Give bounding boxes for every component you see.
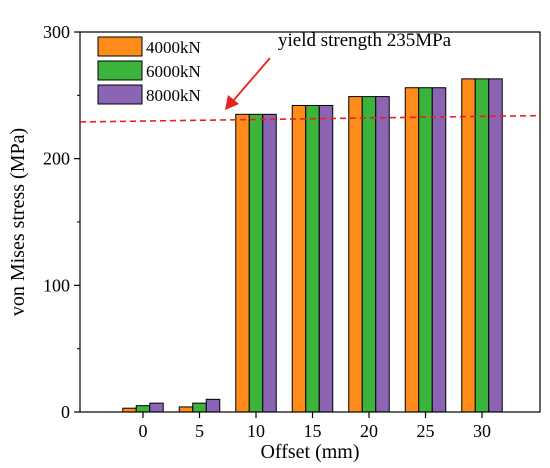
- bar-6000kN-20: [361, 96, 377, 413]
- bars-group: [122, 78, 503, 413]
- x-axis-label: Offset (mm): [260, 441, 359, 463]
- legend-label-6000kN: 6000kN: [146, 62, 201, 81]
- x-tick-label-30: 30: [473, 421, 491, 441]
- y-axis-label: von Mises stress (MPa): [7, 128, 29, 316]
- legend-swatch-8000kN: [97, 84, 143, 105]
- y-tick-label-0: 0: [61, 402, 70, 422]
- legend-swatch-6000kN: [97, 60, 143, 81]
- legend-label-8000kN: 8000kN: [146, 86, 201, 105]
- bar-4000kN-20: [348, 96, 363, 413]
- x-tick-label-5: 5: [195, 421, 204, 441]
- y-axis: 0 100 200 300: [43, 22, 80, 422]
- bar-4000kN-5: [178, 406, 194, 413]
- x-tick-label-15: 15: [304, 421, 322, 441]
- legend-label-4000kN: 4000kN: [146, 38, 201, 57]
- bar-6000kN-25: [418, 87, 433, 413]
- bar-8000kN-20: [375, 96, 390, 413]
- bar-4000kN-25: [404, 87, 420, 413]
- x-tick-label-0: 0: [139, 421, 148, 441]
- bar-6000kN-15: [305, 104, 320, 413]
- bar-4000kN-10: [235, 113, 250, 413]
- legend: 4000kN 6000kN 8000kN: [97, 36, 201, 105]
- annotation-arrow: [225, 57, 271, 110]
- x-axis: 0 5 10 15 20 25 30: [139, 412, 491, 441]
- bar-8000kN-30: [488, 78, 503, 413]
- bar-6000kN-0: [135, 405, 151, 413]
- bar-6000kN-10: [248, 113, 264, 413]
- bar-4000kN-15: [291, 104, 307, 413]
- bar-8000kN-10: [262, 113, 277, 413]
- arrow-head: [225, 95, 239, 110]
- x-tick-label-10: 10: [247, 421, 265, 441]
- y-tick-label-100: 100: [43, 275, 70, 295]
- bar-4000kN-30: [461, 78, 476, 413]
- bar-8000kN-15: [318, 104, 334, 413]
- bar-8000kN-25: [431, 87, 447, 413]
- x-tick-label-25: 25: [417, 421, 435, 441]
- y-tick-label-300: 300: [43, 22, 70, 42]
- y-tick-label-200: 200: [43, 149, 70, 169]
- legend-swatch-4000kN: [97, 36, 143, 57]
- bar-6000kN-30: [474, 78, 490, 413]
- annotation-text: yield strength 235MPa: [278, 30, 452, 51]
- bar-8000kN-5: [205, 398, 221, 413]
- x-tick-label-20: 20: [360, 421, 378, 441]
- yield-strength-line: [79, 114, 541, 123]
- bar-6000kN-5: [192, 402, 207, 413]
- arrow-shaft: [232, 57, 271, 102]
- bar-8000kN-0: [149, 402, 164, 413]
